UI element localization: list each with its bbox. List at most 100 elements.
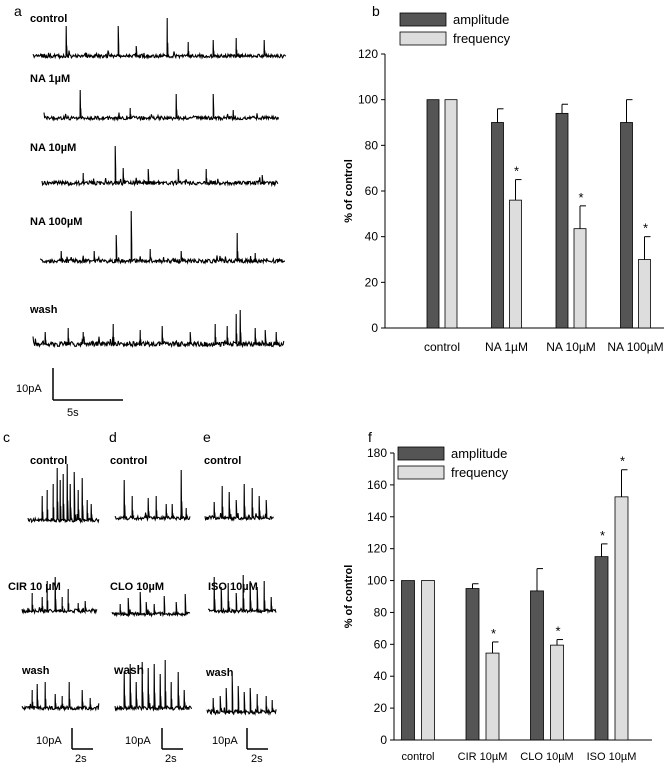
trace-label-a-wash: wash bbox=[29, 304, 58, 316]
legend-swatch-f-amplitude bbox=[397, 446, 445, 461]
current-trace-e-wash bbox=[206, 675, 277, 716]
bar-b-amplitude-3 bbox=[620, 122, 633, 329]
y-tick-label-f: 140 bbox=[367, 510, 387, 524]
trace-label-d-control: control bbox=[110, 455, 147, 467]
y-tick-label-f: 100 bbox=[367, 574, 387, 588]
traces-panel-d bbox=[111, 469, 193, 712]
category-label-f-0: control bbox=[401, 751, 434, 763]
scale-label-c-y: 10pA bbox=[36, 735, 62, 747]
legend-swatch-f-frequency bbox=[397, 465, 445, 480]
current-trace-c-drug bbox=[21, 576, 98, 615]
panel-letter-a: a bbox=[14, 3, 22, 19]
scale-label-a-y: 10pA bbox=[16, 383, 42, 395]
legend-label-f-amplitude: amplitude bbox=[451, 446, 507, 461]
bar-f-amplitude-0 bbox=[401, 580, 415, 741]
scale-label-d-x: 2s bbox=[165, 753, 177, 765]
legend-swatch-b-frequency bbox=[399, 31, 447, 46]
category-label-b-1: NA 1µM bbox=[485, 340, 528, 354]
chart-panel-b: 0 20 40 60 80 100 120 % of control control * NA 1µ… bbox=[343, 12, 664, 354]
bar-f-amplitude-2 bbox=[530, 590, 544, 741]
bar-f-frequency-1 bbox=[485, 652, 500, 741]
legend-label-b-amplitude: amplitude bbox=[453, 12, 509, 27]
category-label-b-3: NA 100µM bbox=[607, 340, 663, 354]
y-tick-label-f: 20 bbox=[374, 701, 388, 715]
bar-b-frequency-1 bbox=[509, 199, 522, 329]
panel-letter-e: e bbox=[203, 429, 211, 445]
current-trace-a-na1 bbox=[43, 89, 280, 122]
scale-label-a-x: 5s bbox=[67, 407, 79, 419]
trace-label-d-wash: wash bbox=[113, 663, 144, 677]
trace-label-e-drug: ISO 10µM bbox=[208, 581, 258, 593]
current-trace-d-wash bbox=[114, 659, 193, 712]
y-tick-label-f: 0 bbox=[380, 733, 387, 747]
trace-label-d-drug: CLO 10µM bbox=[110, 581, 164, 593]
bar-b-frequency-3 bbox=[638, 259, 651, 329]
trace-label-a-na1: NA 1µM bbox=[30, 73, 70, 85]
category-label-b-2: NA 10µM bbox=[546, 340, 596, 354]
bar-f-amplitude-3 bbox=[594, 556, 609, 741]
panel-letter-c: c bbox=[3, 429, 10, 445]
traces-panel-e bbox=[204, 483, 277, 716]
legend-swatch-b-amplitude bbox=[399, 12, 447, 27]
significance-marker-b-frequency-1: * bbox=[514, 164, 519, 179]
bar-f-frequency-0 bbox=[421, 580, 435, 741]
trace-label-a-control: control bbox=[30, 13, 67, 25]
bar-b-amplitude-1 bbox=[491, 122, 504, 329]
trace-label-e-wash: wash bbox=[205, 667, 234, 679]
category-label-f-2: CLO 10µM bbox=[520, 751, 573, 763]
current-trace-a-control bbox=[32, 17, 287, 60]
y-axis-label-b: % of control bbox=[343, 159, 355, 223]
trace-label-c-control: control bbox=[30, 455, 67, 467]
scale-label-c-x: 2s bbox=[75, 753, 87, 765]
current-trace-a-na10 bbox=[41, 145, 279, 188]
bar-b-frequency-2 bbox=[573, 228, 587, 329]
scale-label-e-y: 10pA bbox=[212, 735, 238, 747]
current-trace-c-control bbox=[27, 463, 100, 524]
current-trace-d-control bbox=[114, 469, 191, 522]
significance-marker-b-frequency-2: * bbox=[578, 190, 583, 205]
bar-f-frequency-3 bbox=[614, 496, 629, 741]
current-trace-e-control bbox=[204, 483, 274, 522]
significance-marker-f-amplitude-3: * bbox=[600, 528, 605, 543]
panel-letter-b: b bbox=[372, 3, 380, 19]
trace-label-c-wash: wash bbox=[21, 665, 50, 677]
bar-f-amplitude-1 bbox=[465, 588, 480, 741]
significance-marker-f-frequency-3: * bbox=[620, 454, 625, 469]
trace-label-e-control: control bbox=[204, 455, 241, 467]
y-tick-label-f: 120 bbox=[367, 542, 387, 556]
bar-b-amplitude-0 bbox=[426, 99, 440, 329]
y-tick-label-b: 40 bbox=[365, 230, 379, 244]
category-label-b-0: control bbox=[424, 340, 460, 354]
y-tick-label-b: 100 bbox=[358, 93, 378, 107]
trace-label-c-drug: CIR 10 µM bbox=[8, 581, 61, 593]
category-label-f-3: ISO 10µM bbox=[587, 751, 637, 763]
current-trace-d-drug bbox=[111, 591, 191, 618]
y-tick-label-f: 160 bbox=[367, 478, 387, 492]
panel-letter-f: f bbox=[368, 429, 372, 445]
y-tick-label-f: 80 bbox=[374, 605, 388, 619]
y-tick-label-b: 20 bbox=[365, 275, 379, 289]
significance-marker-f-frequency-2: * bbox=[555, 624, 560, 639]
y-tick-label-f: 60 bbox=[374, 637, 388, 651]
current-trace-a-wash bbox=[32, 309, 285, 349]
chart-panel-f: 0 20 40 60 80 100 120 140 160 180 % of control cont… bbox=[343, 446, 652, 763]
scale-label-e-x: 2s bbox=[251, 753, 263, 765]
y-tick-label-b: 0 bbox=[371, 321, 378, 335]
bar-b-frequency-0 bbox=[444, 99, 458, 329]
bar-f-frequency-2 bbox=[550, 644, 564, 741]
y-tick-label-f: 180 bbox=[367, 446, 387, 460]
y-tick-label-b: 60 bbox=[365, 184, 379, 198]
traces-panel-a bbox=[32, 17, 287, 349]
current-trace-e-drug bbox=[207, 574, 277, 615]
significance-marker-b-frequency-3: * bbox=[643, 221, 648, 236]
current-trace-c-wash bbox=[21, 681, 100, 712]
legend-label-b-frequency: frequency bbox=[453, 31, 511, 46]
trace-label-a-na100: NA 100µM bbox=[30, 216, 82, 228]
trace-label-a-na10: NA 10µM bbox=[30, 142, 76, 154]
y-tick-label-b: 120 bbox=[358, 47, 378, 61]
y-tick-label-b: 80 bbox=[365, 138, 379, 152]
current-trace-a-na100 bbox=[39, 210, 286, 265]
panel-letter-d: d bbox=[109, 429, 117, 445]
bar-b-amplitude-2 bbox=[555, 112, 569, 329]
